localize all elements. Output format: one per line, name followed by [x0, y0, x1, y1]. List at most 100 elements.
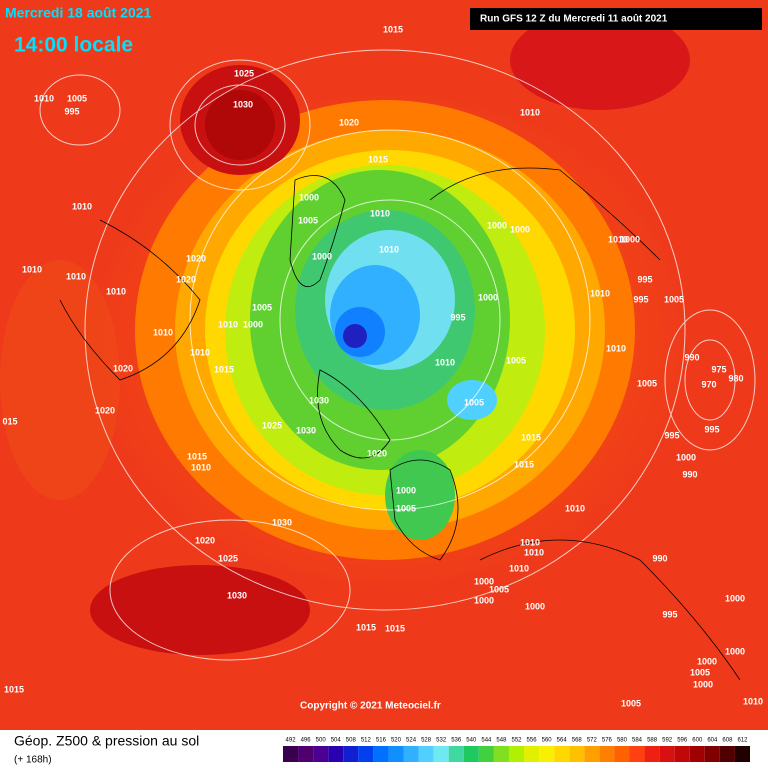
scale-label: 500: [316, 738, 327, 744]
scale-swatch: [463, 746, 479, 762]
scale-label: 604: [707, 738, 718, 744]
scale-swatch: [433, 746, 449, 762]
scale-label: 596: [677, 738, 688, 744]
isobar-label: 1015: [368, 154, 388, 164]
isobar-label: 1020: [339, 117, 359, 127]
scale-swatch: [373, 746, 389, 762]
scale-label: 536: [451, 738, 462, 744]
scale-swatch: [674, 746, 690, 762]
run-info: Run GFS 12 Z du Mercredi 11 août 2021: [480, 14, 668, 25]
isobar-label: 1010: [190, 347, 210, 357]
scale-label: 612: [737, 738, 748, 744]
scale-swatch: [704, 746, 720, 762]
isobar-label: 1005: [464, 397, 484, 407]
scale-swatch: [328, 746, 344, 762]
color-scale: 492 496 500 504 508 512 516 520 524 528 532 536 540 5…: [283, 738, 750, 762]
isobar-label: 995: [704, 424, 719, 434]
isobar-label: 1005: [298, 215, 318, 225]
isobar-label: 1010: [590, 288, 610, 298]
scale-label: 504: [331, 738, 342, 744]
isobar-label: 1000: [299, 192, 319, 202]
isobar-label: 1030: [233, 99, 253, 109]
isobar-label: 1010: [520, 537, 540, 547]
isobar-label: 1000: [487, 220, 507, 230]
scale-swatch: [448, 746, 464, 762]
scale-label: 520: [391, 738, 402, 744]
scale-label: 544: [481, 738, 492, 744]
isobar-label: 1025: [234, 68, 254, 78]
isobar-label: 1005: [690, 667, 710, 677]
scale-label: 532: [436, 738, 447, 744]
forecast-time: 14:00 locale: [14, 34, 133, 57]
isobar-label: 1010: [509, 563, 529, 573]
isobar-label: 1005: [506, 355, 526, 365]
scale-swatch: [343, 746, 359, 762]
isobar-label: 990: [684, 352, 699, 362]
isobar-label: 970: [701, 379, 716, 389]
isobar-label: 1010: [743, 696, 763, 706]
scale-label: 568: [572, 738, 583, 744]
isobar-label: 1015: [385, 623, 405, 633]
isobar-label: 1010: [153, 327, 173, 337]
isobar-label: 1020: [186, 253, 206, 263]
isobar-label: 1000: [725, 593, 745, 603]
scale-label: 548: [496, 738, 507, 744]
isobar-label: 1005: [489, 584, 509, 594]
isobar-label: 1010: [72, 201, 92, 211]
isobar-label: 1000: [312, 251, 332, 261]
scale-swatch: [539, 746, 555, 762]
isobar-label: 995: [637, 274, 652, 284]
isobar-label: 1020: [367, 448, 387, 458]
isobar-label: 1010: [565, 503, 585, 513]
isobar-label: 1005: [252, 302, 272, 312]
isobar-label: 1015: [4, 684, 24, 694]
scale-swatch: [283, 746, 299, 762]
isobar-label: 990: [682, 469, 697, 479]
scale-label: 528: [421, 738, 432, 744]
scale-swatch: [298, 746, 314, 762]
scale-label: 576: [602, 738, 613, 744]
isobar-label: 1010: [218, 319, 238, 329]
scale-label: 592: [662, 738, 673, 744]
scale-label: 600: [692, 738, 703, 744]
scale-swatch: [403, 746, 419, 762]
isobar-label: 1015: [383, 24, 403, 34]
isobar-label: 1010: [370, 208, 390, 218]
isobar-label: 1030: [296, 425, 316, 435]
legend-subtitle: (+ 168h): [14, 755, 52, 766]
isobar-label: 1000: [478, 292, 498, 302]
isobar-label: 1030: [309, 395, 329, 405]
isobar-label: 1015: [521, 432, 541, 442]
scale-swatch: [719, 746, 735, 762]
scale-label: 552: [511, 738, 522, 744]
isobar-label: 1030: [272, 517, 292, 527]
isobar-label: 1005: [67, 93, 87, 103]
run-box: [470, 8, 762, 30]
isobar-label: 995: [64, 106, 79, 116]
scale-swatch: [644, 746, 660, 762]
isobar-label: 1010: [379, 244, 399, 254]
scale-swatch: [659, 746, 675, 762]
isobar-label: 980: [728, 373, 743, 383]
scale-label: 516: [376, 738, 387, 744]
scale-label: 508: [346, 738, 357, 744]
isobar-label: 1030: [227, 590, 247, 600]
scale-swatch: [493, 746, 509, 762]
scale-label: 588: [647, 738, 658, 744]
isobar-label: 1025: [218, 553, 238, 563]
scale-swatch: [629, 746, 645, 762]
forecast-date: Mercredi 18 août 2021: [5, 5, 152, 21]
legend-title: Géop. Z500 & pression au sol: [14, 733, 199, 749]
isobar-label: 990: [652, 553, 667, 563]
isobar-label: 015: [2, 416, 17, 426]
scale-swatch: [554, 746, 570, 762]
scale-label: 580: [617, 738, 628, 744]
scale-label: 524: [406, 738, 417, 744]
scale-label: 540: [466, 738, 477, 744]
scale-swatch: [734, 746, 750, 762]
isobar-label: 1010: [191, 462, 211, 472]
scale-swatch: [508, 746, 525, 762]
isobar-labels: 1015 1025 1030 1010 1005 995 1020 1015 1010 1000 1…: [2, 24, 763, 708]
scale-swatch: [478, 746, 494, 762]
